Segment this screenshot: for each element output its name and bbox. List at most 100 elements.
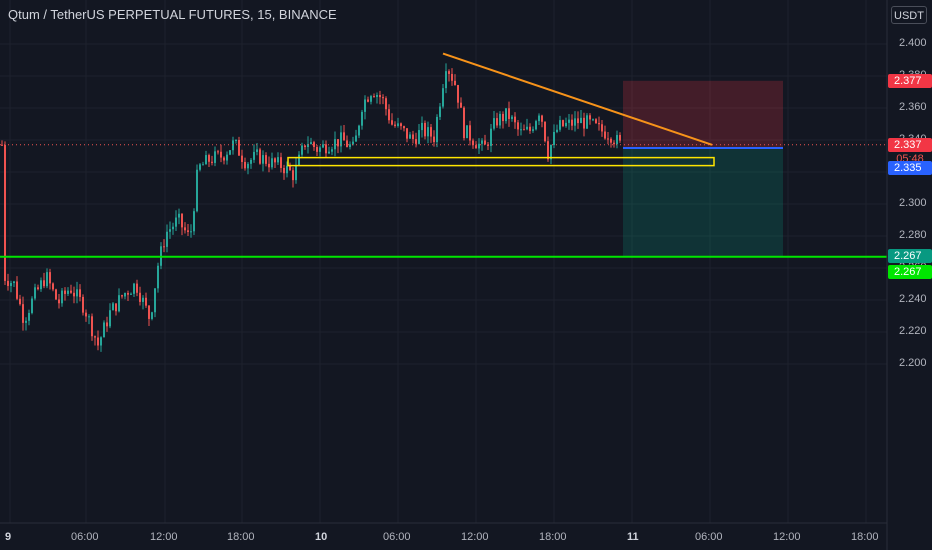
candle-body [310, 142, 312, 145]
candle-body [379, 94, 381, 98]
time-tick-label: 10 [315, 531, 328, 543]
candle-body [478, 143, 480, 149]
time-tick-label: 18:00 [227, 531, 255, 543]
candle-body [88, 316, 90, 318]
candlestick-series [1, 63, 621, 352]
candle-body [322, 144, 324, 148]
candle-body [292, 170, 294, 181]
candle-body [436, 116, 438, 143]
candle-body [316, 146, 318, 152]
candle-body [229, 150, 231, 155]
candle-body [589, 115, 591, 120]
candle-body [535, 121, 537, 130]
candle-body [457, 85, 459, 103]
time-tick-label: 11 [627, 531, 639, 543]
candle-body [298, 154, 300, 166]
candle-body [193, 211, 195, 232]
candle-body [619, 135, 621, 141]
candle-body [73, 292, 75, 297]
candle-body [166, 231, 168, 247]
stop-loss-zone[interactable] [623, 80, 783, 148]
candle-body [505, 108, 507, 122]
candle-body [64, 290, 66, 294]
candle-body [529, 126, 531, 131]
candle-body [256, 149, 258, 152]
descending-trendline[interactable] [442, 52, 713, 146]
candle-body [331, 149, 333, 152]
candle-body [403, 126, 405, 129]
candle-body [91, 316, 93, 337]
candle-body [262, 155, 264, 164]
entry-price-badge: 2.335 [888, 161, 932, 175]
candle-body [484, 140, 486, 145]
chart-drawings[interactable] [0, 52, 887, 258]
candle-body [526, 126, 528, 130]
candle-body [337, 139, 339, 147]
candle-body [430, 127, 432, 137]
candle-body [397, 123, 399, 126]
candle-body [313, 142, 315, 147]
candle-body [346, 140, 348, 148]
candle-body [370, 96, 372, 102]
symbol-title[interactable]: Qtum / TetherUS PERPETUAL FUTURES, 15, B… [8, 7, 337, 22]
candle-body [571, 119, 573, 126]
candle-body [520, 129, 522, 131]
candle-body [517, 122, 519, 130]
candle-body [373, 96, 375, 98]
candle-body [583, 117, 585, 129]
candle-body [7, 280, 9, 286]
price-tick-label: 2.300 [899, 197, 927, 209]
candle-body [283, 167, 285, 174]
candle-body [127, 292, 129, 295]
candle-body [244, 161, 246, 169]
candle-body [43, 280, 45, 287]
candle-body [415, 139, 417, 144]
candle-body [475, 145, 477, 149]
candle-body [115, 303, 117, 312]
candle-body [280, 157, 282, 168]
time-tick-label: 12:00 [461, 531, 489, 543]
candle-body [367, 99, 369, 102]
candle-body [538, 115, 540, 122]
currency-button[interactable]: USDT [891, 6, 927, 24]
candle-body [124, 292, 126, 297]
candle-body [247, 163, 249, 169]
candle-body [205, 155, 207, 165]
candle-body [502, 113, 504, 122]
candle-body [28, 312, 30, 321]
candle-body [172, 226, 174, 230]
candle-body [364, 99, 366, 112]
candle-body [217, 151, 219, 153]
candle-body [148, 305, 150, 319]
candle-body [382, 97, 384, 99]
candle-body [274, 158, 276, 163]
candle-body [328, 151, 330, 154]
candle-body [445, 71, 447, 89]
candle-body [592, 119, 594, 121]
candle-body [580, 117, 582, 124]
candle-body [559, 120, 561, 130]
candle-body [13, 281, 15, 284]
candle-body [220, 151, 222, 158]
candle-body [58, 299, 60, 304]
time-tick-label: 18:00 [539, 531, 567, 543]
candle-body [253, 151, 255, 160]
candle-body [358, 125, 360, 136]
candle-body [607, 138, 609, 140]
candle-body [394, 124, 396, 126]
candle-body [421, 122, 423, 131]
candle-body [151, 312, 153, 319]
take-profit-zone[interactable] [623, 148, 783, 257]
candle-body [496, 118, 498, 126]
candle-body [562, 120, 564, 127]
candle-body [598, 123, 600, 125]
candle-body [76, 289, 78, 297]
support-zone-rectangle[interactable] [287, 156, 715, 167]
candle-body [40, 280, 42, 290]
long-position-tool[interactable] [623, 80, 783, 257]
horizontal-line-price-badge: 2.267 [888, 264, 932, 279]
candle-body [481, 140, 483, 144]
candle-body [277, 157, 279, 163]
candle-body [259, 149, 261, 164]
